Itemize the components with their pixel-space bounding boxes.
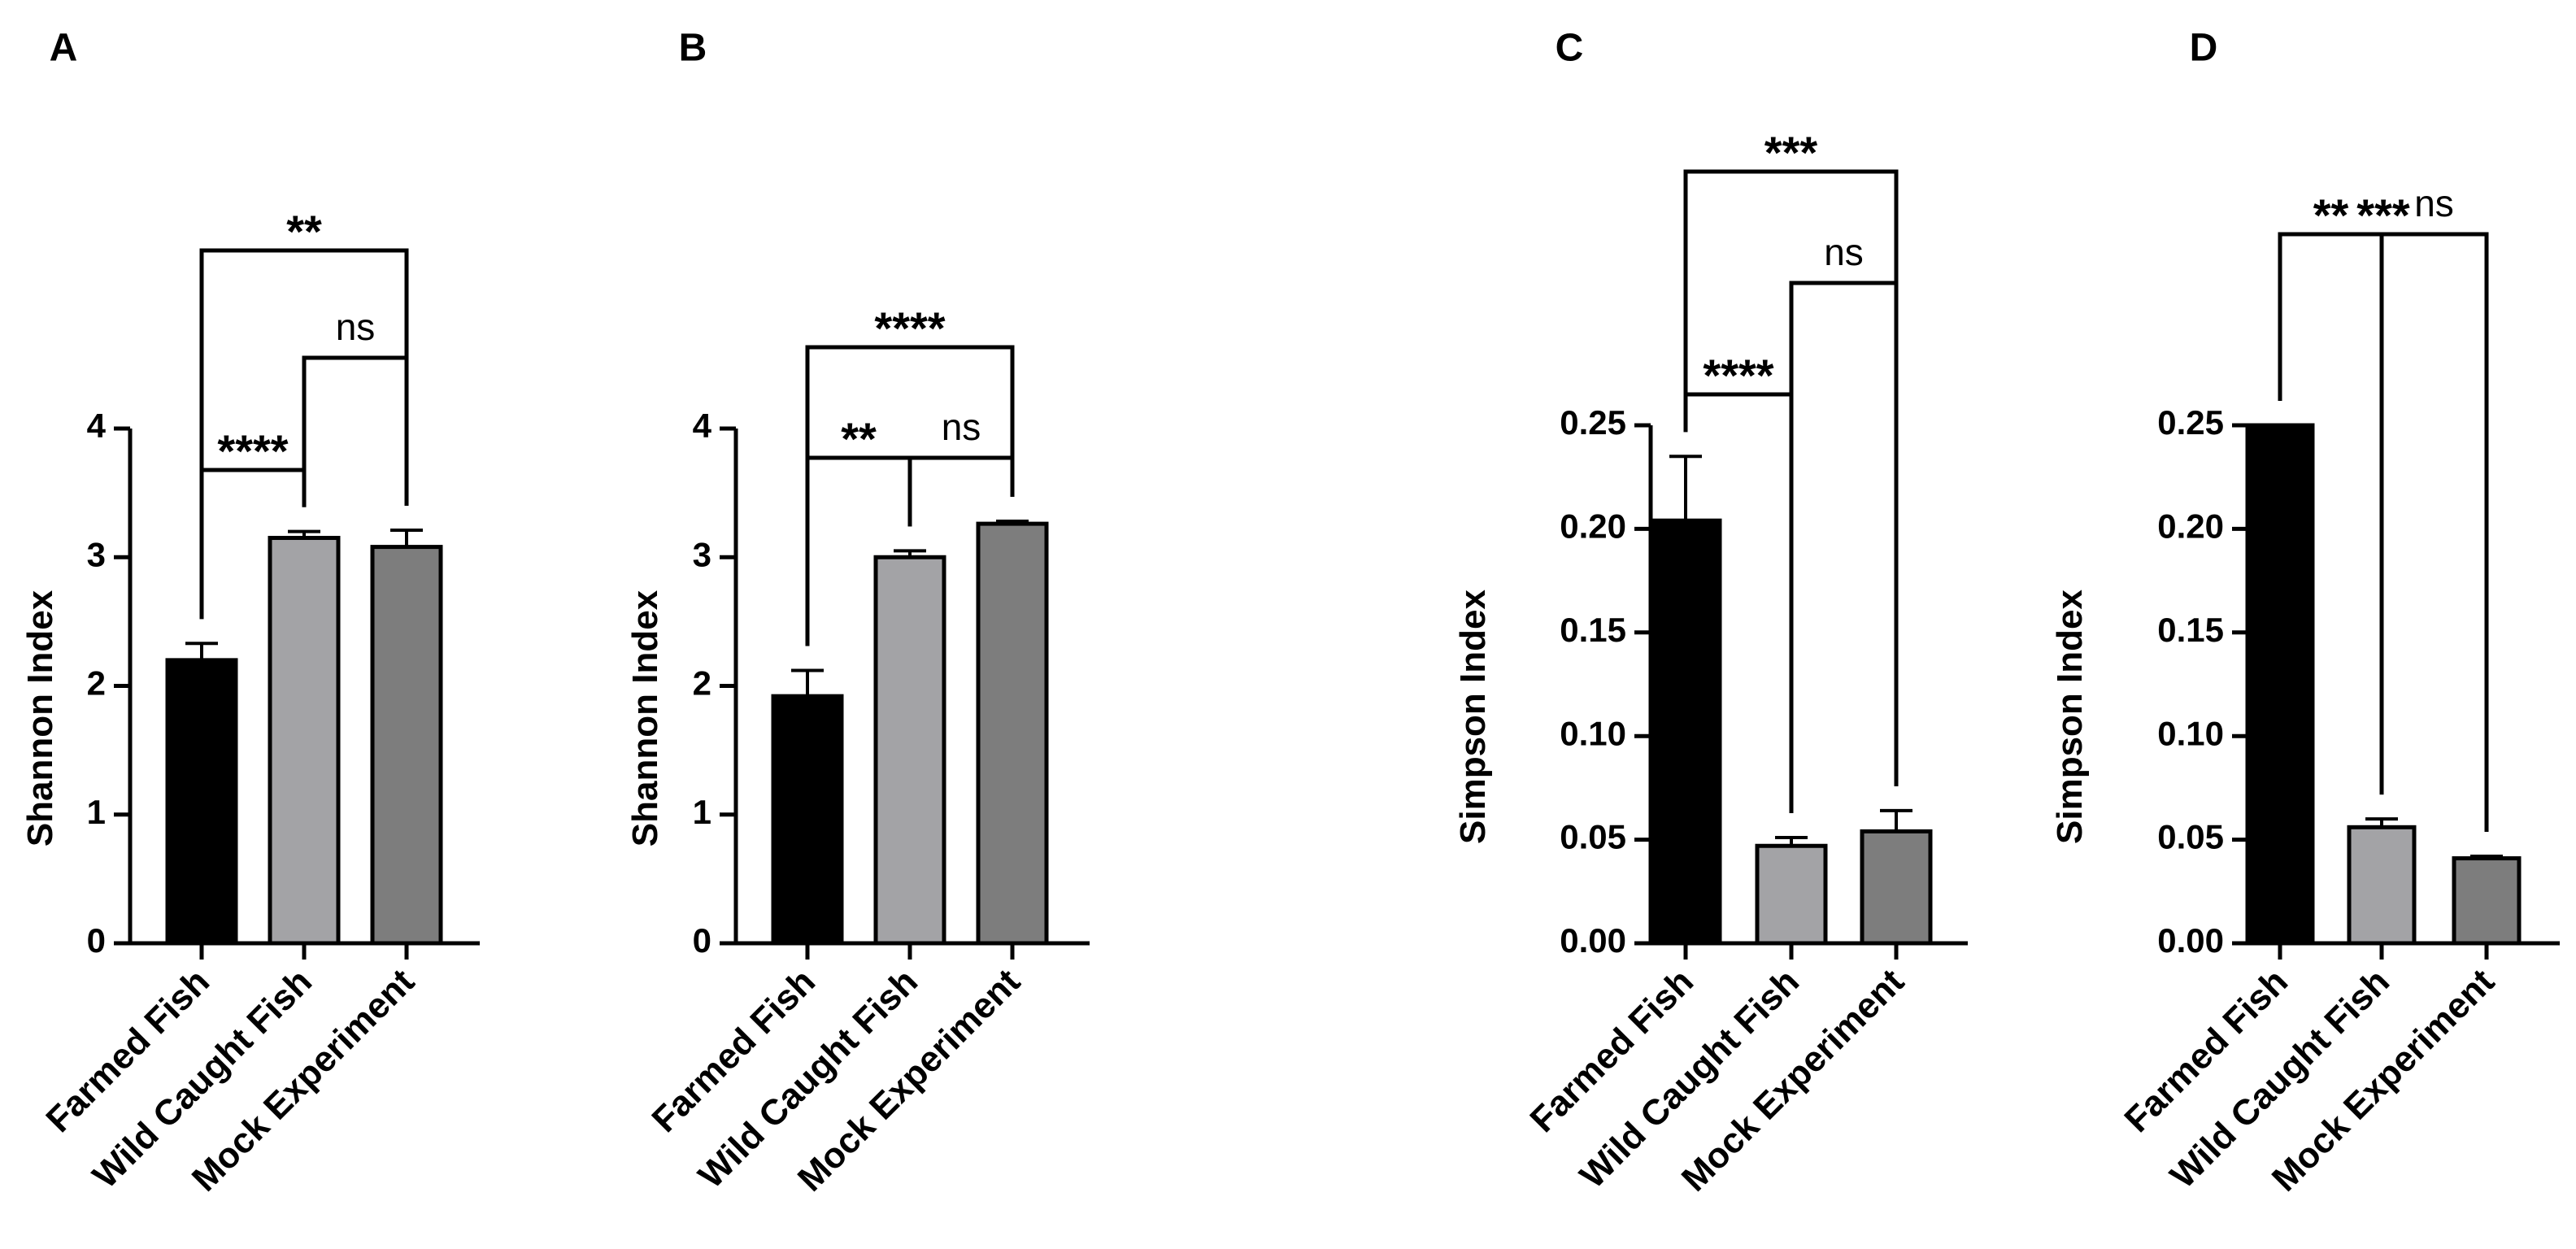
y-tick-label: 0.10 [1560,714,1626,752]
y-tick-label: 0.00 [2157,921,2224,960]
bar-2 [2347,825,2417,946]
y-axis-title: Shannon Index [20,590,60,846]
significance-label: ** [841,413,877,464]
y-tick-label: 1 [87,793,106,831]
y-tick-label: 0.20 [1560,507,1626,545]
bar-1 [771,694,844,946]
significance-label: ns [1824,231,1864,273]
y-tick-label: 0.05 [1560,818,1626,856]
significance-bracket [2379,232,2489,832]
y-tick-label: 0.15 [1560,611,1626,649]
significance-label: ns [336,306,376,348]
significance-label: ns [2414,182,2454,224]
y-tick-label: 3 [693,535,711,573]
y-tick-label: 0.25 [1560,403,1626,442]
bar-2 [268,536,341,946]
bar-2 [1755,843,1828,946]
significance-bracket [1789,281,1899,814]
y-tick-label: 0.15 [2157,611,2224,649]
significance-label: **** [1703,350,1773,401]
significance-label: **** [217,425,288,477]
y-tick-label: 0.25 [2157,403,2224,442]
y-tick-label: 0.05 [2157,818,2224,856]
panel-label: D [2190,27,2218,70]
significance-bracket [199,248,409,620]
y-tick-label: 2 [693,664,711,703]
panel-label: B [679,27,707,70]
significance-label: **** [874,302,945,354]
panel-label: A [50,27,78,70]
bar-3 [2452,856,2522,946]
bar-1 [165,658,238,946]
significance-label: *** [2356,189,2410,241]
y-tick-label: 2 [87,664,106,703]
y-tick-label: 3 [87,535,106,573]
significance-bracket [1683,169,1899,786]
y-tick-label: 0 [87,921,106,960]
significance-label: *** [1764,127,1818,178]
y-axis-title: Simpson Index [1453,590,1493,844]
bar-2 [873,555,946,946]
y-tick-label: 0.00 [1560,921,1626,960]
y-tick-label: 0.10 [2157,714,2224,752]
bar-3 [976,521,1049,946]
significance-bracket [805,345,1015,646]
bar-3 [1860,829,1933,946]
significance-label: ns [942,406,981,448]
significance-bracket [302,355,409,507]
y-axis-title: Simpson Index [2050,590,2090,844]
significance-bracket [907,455,1015,527]
y-tick-label: 0.20 [2157,507,2224,545]
panel-label: C [1556,27,1584,70]
y-axis-title: Shannon Index [625,590,665,846]
y-tick-label: 4 [693,407,712,445]
bar-1 [2245,423,2315,946]
y-tick-label: 4 [87,407,107,445]
y-tick-label: 0 [693,921,711,960]
significance-bracket [2278,232,2489,832]
significance-label: ** [286,206,322,257]
bar-3 [370,545,443,946]
y-tick-label: 1 [693,793,711,831]
bar-1 [1649,518,1722,946]
